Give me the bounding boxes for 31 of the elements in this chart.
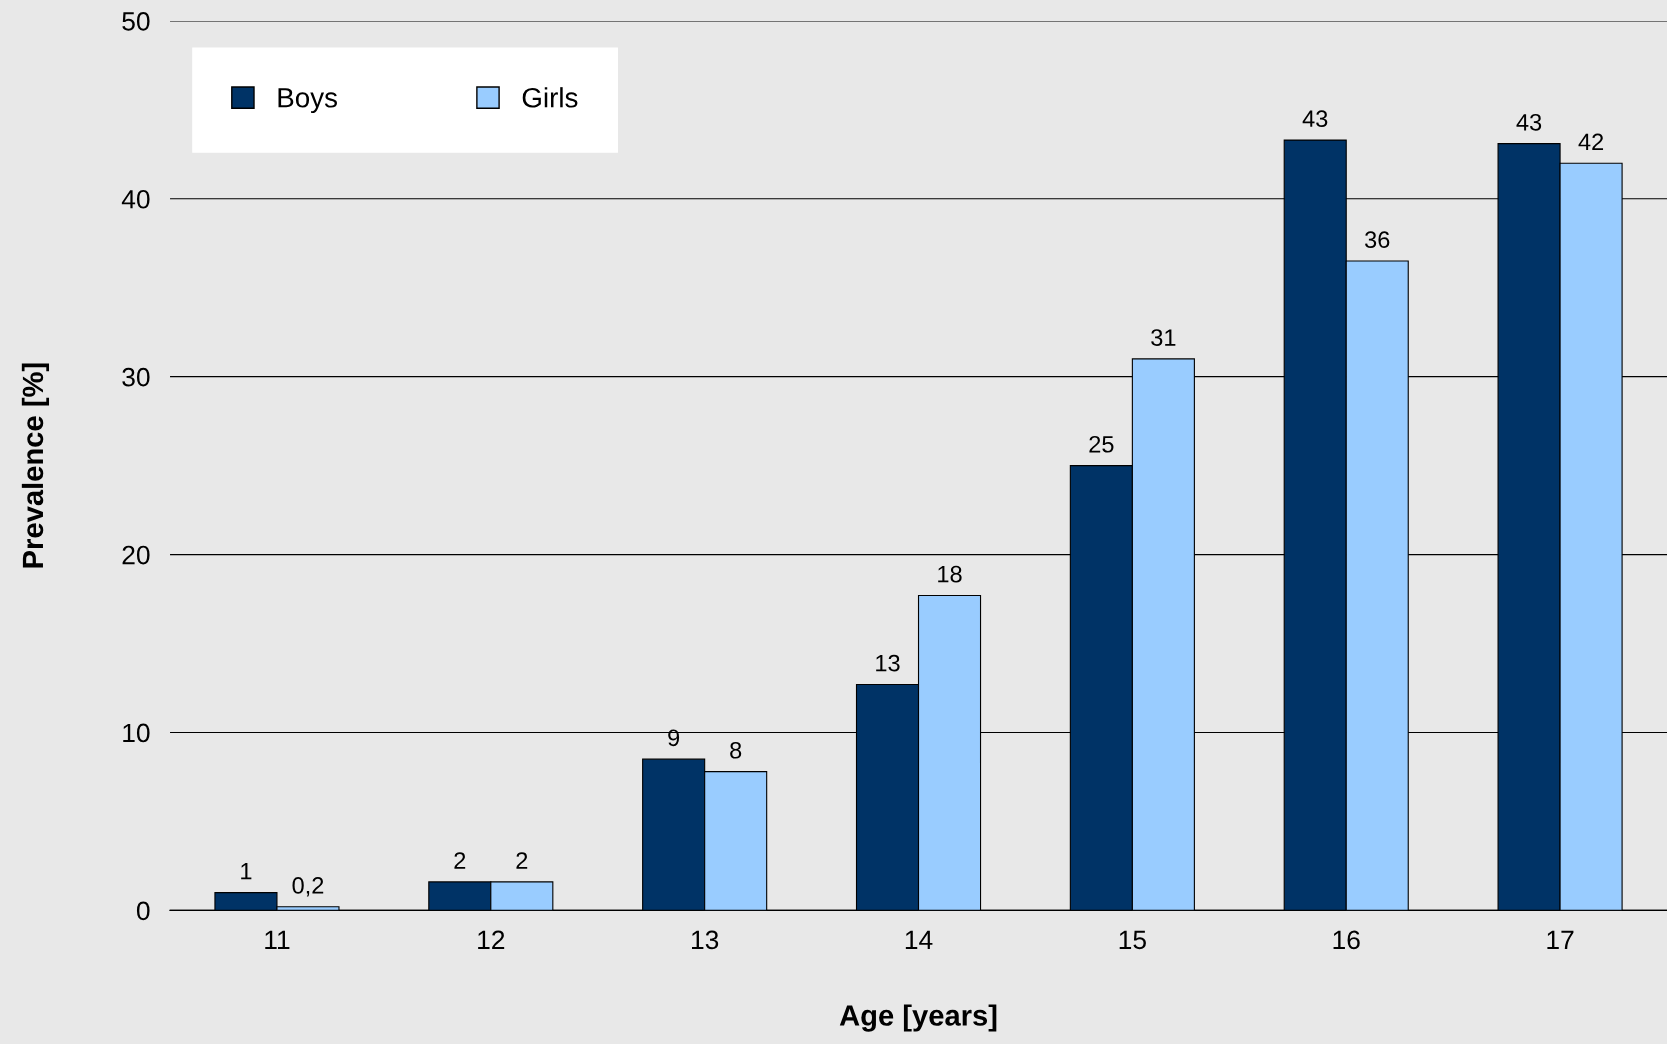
y-tick-label: 20 (122, 545, 150, 565)
data-label: 9 (668, 729, 680, 747)
y-tick-label: 0 (136, 901, 150, 921)
data-label: 18 (938, 565, 962, 583)
data-label: 43 (1516, 113, 1542, 131)
data-label: 25 (1089, 435, 1114, 453)
data-label: 36 (1365, 231, 1390, 249)
x-tick-label: 17 (1547, 930, 1574, 949)
data-label: 43 (1302, 110, 1328, 128)
x-axis-title: Age [years] (839, 1004, 997, 1032)
y-tick-label: 40 (121, 189, 150, 209)
data-label: 8 (730, 741, 742, 759)
x-tick-label: 11 (265, 930, 290, 949)
y-tick-label: 50 (122, 12, 150, 31)
data-label: 13 (876, 654, 900, 672)
data-label: 2 (454, 852, 466, 869)
data-label: 31 (1151, 329, 1176, 346)
legend-label: Girls (522, 87, 578, 108)
data-label: 2 (516, 852, 528, 869)
data-label: 42 (1578, 133, 1604, 150)
x-tick-label: 14 (905, 930, 933, 949)
x-tick-label: 15 (1119, 930, 1146, 950)
y-axis-title: Prevalence [%] (21, 363, 50, 568)
y-tick-label: 30 (122, 367, 150, 387)
data-label: 0,2 (292, 877, 324, 897)
x-tick-label: 12 (478, 930, 505, 949)
x-tick-label: 13 (692, 930, 719, 950)
y-tick-label: 10 (123, 723, 150, 743)
data-label: 1 (241, 863, 252, 880)
legend-label: Boys (278, 88, 337, 114)
x-tick-label: 16 (1333, 930, 1360, 950)
